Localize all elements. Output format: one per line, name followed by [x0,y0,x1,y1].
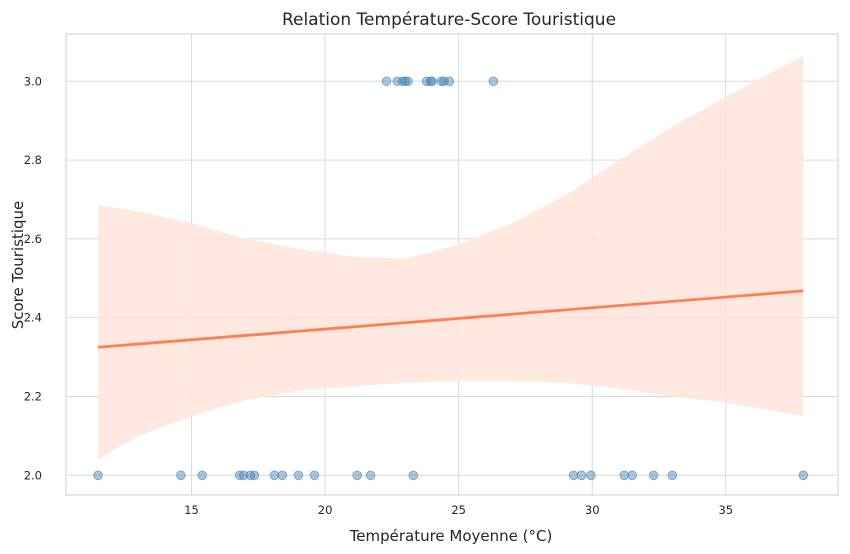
data-point [309,470,320,481]
data-point [568,470,579,481]
data-point [648,470,659,481]
data-point [269,470,280,481]
y-tick-label: 2.6 [24,232,42,246]
data-point [249,470,260,481]
data-point [365,470,376,481]
data-point [197,470,208,481]
data-point [427,76,437,87]
points-layer [93,76,809,481]
data-point [397,76,408,87]
data-point [176,470,186,481]
confidence-band [98,55,804,460]
y-tick-label: 2.2 [24,389,42,403]
x-tick-label: 35 [718,503,733,517]
data-point [667,470,678,481]
data-point [408,470,419,481]
data-point [444,76,455,87]
data-point [439,76,449,87]
data-point [436,76,447,87]
data-point [352,470,362,481]
chart-title: Relation Température-Score Touristique [282,10,616,30]
x-axis-label: Température Moyenne (°C) [349,527,553,545]
x-tick-label: 25 [451,503,466,517]
data-point [627,470,638,481]
y-tick-label: 2.0 [24,468,42,482]
data-point [392,76,403,87]
ticks-layer: 15 20 25 30 35 2.0 2.2 2.4 2.6 2.8 3.0 [24,74,733,517]
data-point [400,76,411,87]
data-point [619,470,630,481]
y-tick-label: 3.0 [24,74,42,88]
regression-line [97,289,804,349]
x-tick-label: 30 [585,503,600,517]
data-point [277,470,288,481]
plot-frame [65,33,839,496]
y-tick-label: 2.8 [24,153,42,167]
data-point [403,76,413,87]
y-tick-label: 2.4 [24,311,42,325]
data-point [488,76,499,87]
data-point [576,470,587,481]
data-point [238,470,249,481]
data-point [93,470,103,481]
x-tick-label: 20 [318,503,333,517]
data-point [293,470,304,481]
data-point [586,470,596,481]
data-point [798,470,809,481]
y-axis-label: Score Touristique [9,201,27,330]
data-point [381,76,392,87]
x-tick-label: 15 [184,503,199,517]
